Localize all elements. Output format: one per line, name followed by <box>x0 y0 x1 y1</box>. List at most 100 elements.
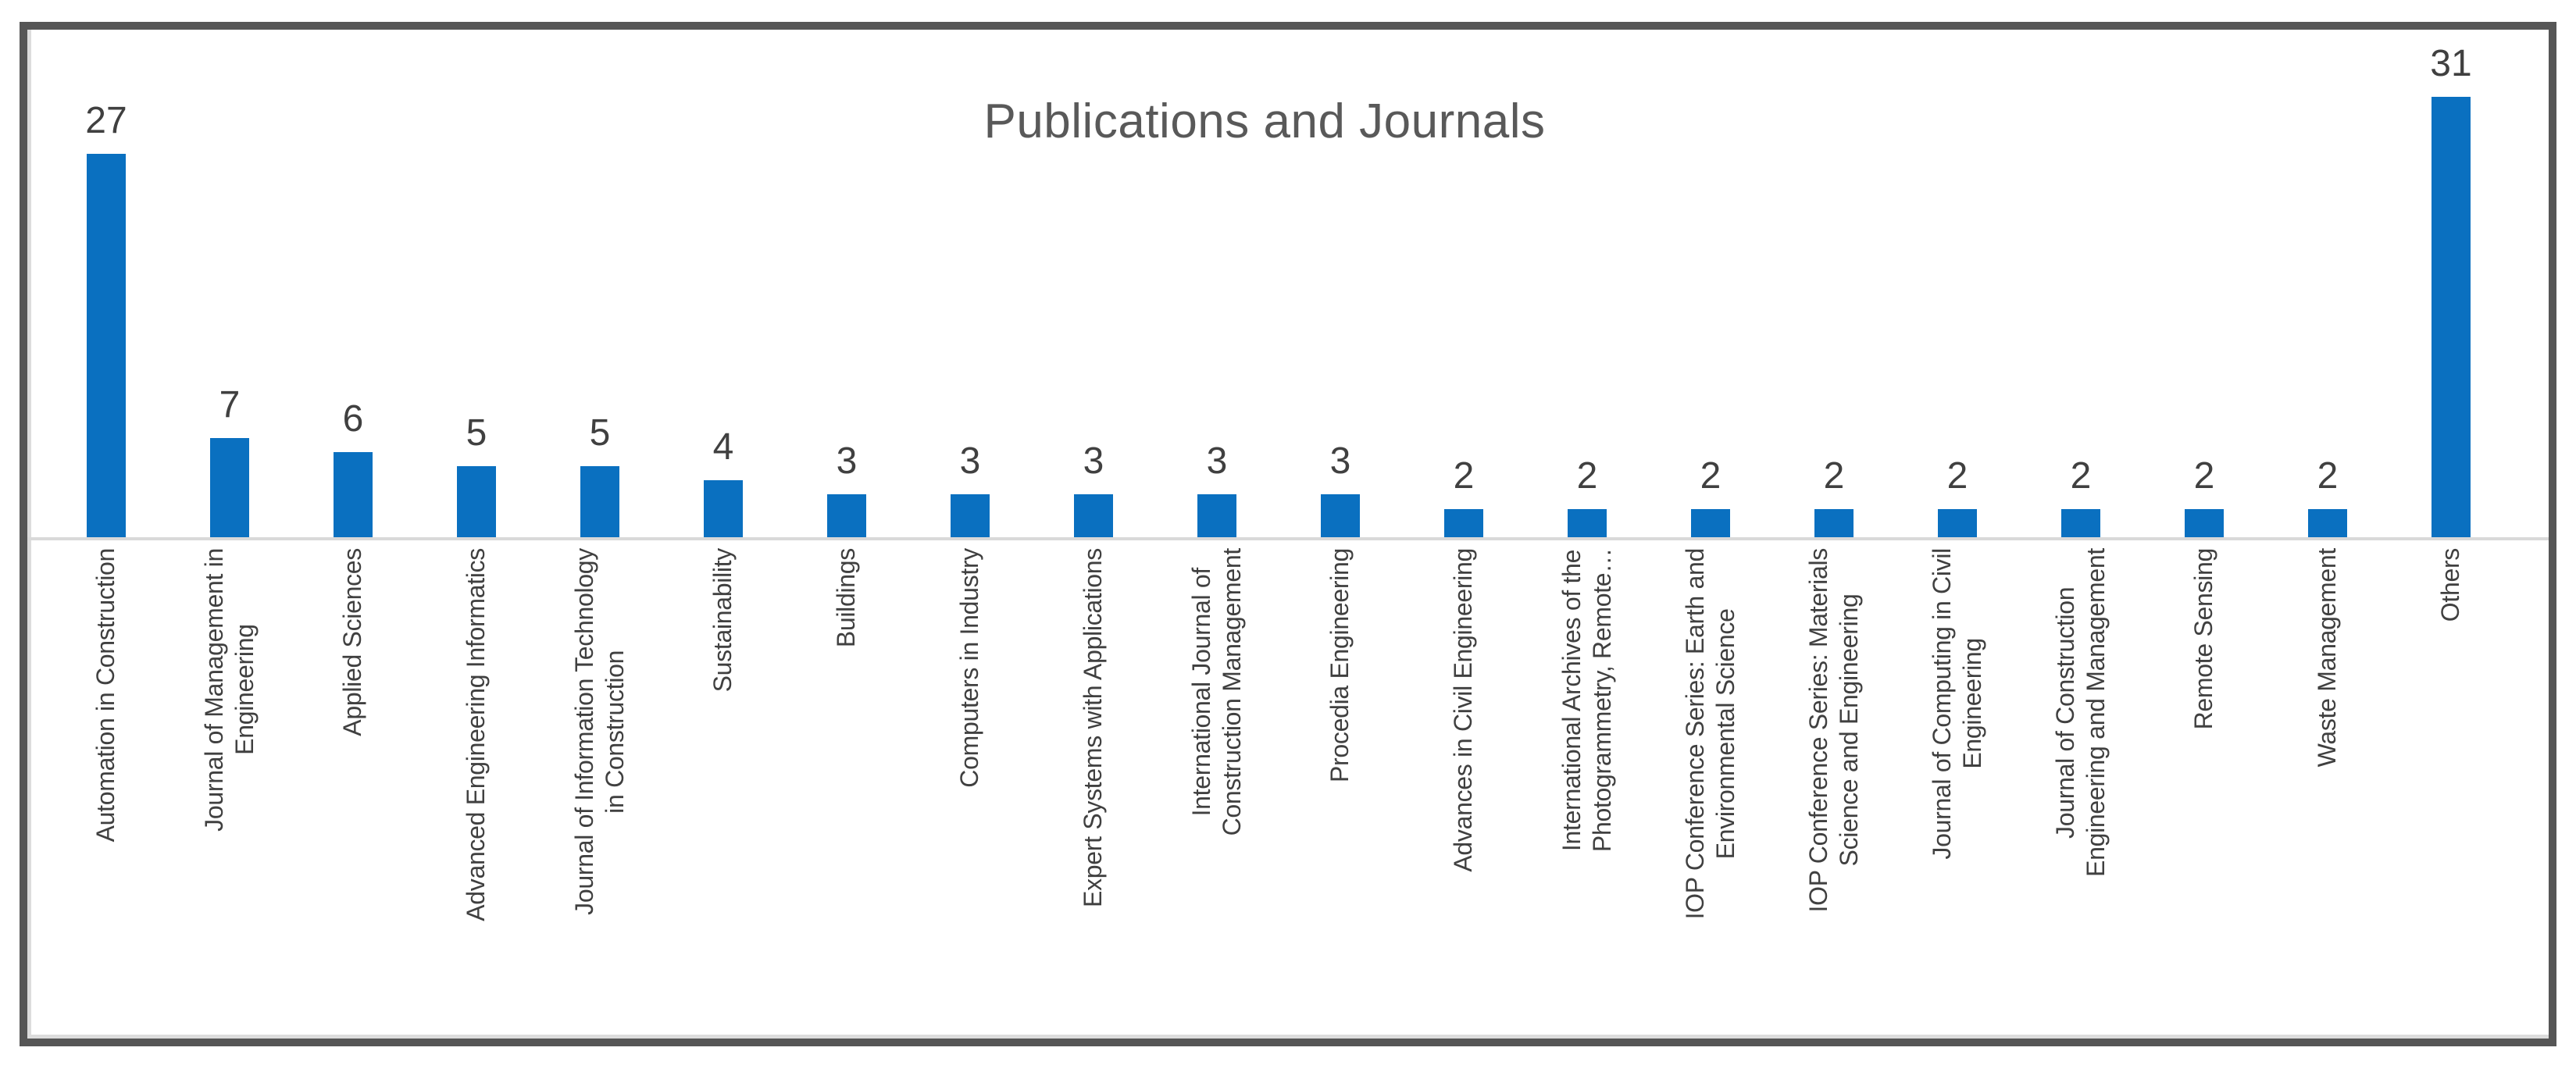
x-axis-labels-row: Automation in Construction Journal of Man… <box>45 548 2513 1036</box>
bar-value-label: 2 <box>2070 455 2092 497</box>
bar-value-label: 5 <box>589 412 611 454</box>
bar-value-label: 31 <box>2430 43 2472 84</box>
x-axis-label-cell: Expert Systems with Applications <box>1032 548 1155 1036</box>
bar-column: 2 <box>2266 30 2389 537</box>
x-axis-label-cell: Journal of Management in Engineering <box>168 548 291 1036</box>
bar <box>951 494 990 537</box>
x-axis-category-label: Journal of Computing in Civil Engineerin… <box>1927 548 1986 860</box>
bar <box>457 466 496 537</box>
bar-value-label: 3 <box>1206 440 1228 482</box>
bar <box>580 466 619 537</box>
bar-column: 3 <box>1279 30 1402 537</box>
x-axis-label-cell: Remote Sensing <box>2143 548 2266 1036</box>
bar <box>87 154 126 537</box>
x-axis-category-label: IOP Conference Series: Materials Science… <box>1804 548 1863 913</box>
bar-value-label: 3 <box>1083 440 1104 482</box>
x-axis-category-label: Journal of Information Technology in Con… <box>569 548 629 915</box>
chart-title: Publications and Journals <box>983 94 1546 148</box>
x-axis-label-cell: Procedia Engineering <box>1279 548 1402 1036</box>
x-axis-category-label: Automation in Construction <box>91 548 120 843</box>
bar-column: 3 <box>908 30 1032 537</box>
bar-column: 3 <box>1155 30 1279 537</box>
bar <box>1321 494 1360 537</box>
x-axis-category-label: Journal of Management in Engineering <box>199 548 259 832</box>
bar <box>1691 509 1730 537</box>
bar-value-label: 3 <box>1329 440 1351 482</box>
x-axis-label-cell: Advances in Civil Engineering <box>1402 548 1525 1036</box>
x-axis-line <box>27 537 2549 540</box>
bar-value-label: 2 <box>1576 455 1598 497</box>
x-axis-label-cell: Applied Sciences <box>291 548 415 1036</box>
bar-value-label: 3 <box>836 440 858 482</box>
x-axis-label-cell: Sustainability <box>662 548 785 1036</box>
x-axis-label-cell: IOP Conference Series: Earth and Environ… <box>1649 548 1772 1036</box>
bar-value-label: 5 <box>466 412 487 454</box>
bar-value-label: 2 <box>1823 455 1845 497</box>
x-axis-category-label: Waste Management <box>2313 548 2342 768</box>
x-axis-category-label: Remote Sensing <box>2189 548 2218 730</box>
x-axis-category-label: Advanced Engineering Informatics <box>462 548 491 921</box>
x-axis-label-cell: Advanced Engineering Informatics <box>415 548 538 1036</box>
x-axis-label-cell: Others <box>2389 548 2513 1036</box>
bar-column: 6 <box>291 30 415 537</box>
x-axis-label-cell: Journal of Construction Engineering and … <box>2019 548 2143 1036</box>
x-axis-category-label: Applied Sciences <box>338 548 367 736</box>
x-axis-category-label: Expert Systems with Applications <box>1079 548 1108 907</box>
bar-column: 7 <box>168 30 291 537</box>
bar-column: 27 <box>45 30 168 537</box>
x-axis-label-cell: Journal of Computing in Civil Engineerin… <box>1896 548 2019 1036</box>
x-axis-label-cell: Automation in Construction <box>45 548 168 1036</box>
bar-column: 4 <box>662 30 785 537</box>
bar-column: 5 <box>538 30 662 537</box>
x-axis-category-label: Advances in Civil Engineering <box>1449 548 1478 872</box>
bar-column: 2 <box>2143 30 2266 537</box>
bar <box>210 438 249 537</box>
bar <box>1568 509 1607 537</box>
bars-row: 27 7 6 5 5 4 3 3 3 3 3 2 2 2 2 2 2 2 2 31 <box>45 30 2513 537</box>
bar-value-label: 2 <box>1700 455 1721 497</box>
x-axis-category-label: International Archives of the Photogramm… <box>1557 548 1616 853</box>
bar-column: 3 <box>1032 30 1155 537</box>
bar-value-label: 2 <box>2317 455 2339 497</box>
plot-area: 27 7 6 5 5 4 3 3 3 3 3 2 2 2 2 2 2 2 2 31 Automation in Con… <box>27 30 2549 1039</box>
x-axis-label-cell: Journal of Information Technology in Con… <box>538 548 662 1036</box>
chart-frame: Publications and Journals 27 7 6 5 5 4 3 3 3 3 3 2 2… <box>20 22 2556 1046</box>
x-axis-category-label: IOP Conference Series: Earth and Environ… <box>1680 548 1739 920</box>
bar <box>827 494 866 537</box>
x-axis-category-label: Buildings <box>832 548 861 648</box>
bar-value-label: 2 <box>1946 455 1968 497</box>
bar <box>1074 494 1113 537</box>
bar <box>2061 509 2100 537</box>
bar-column: 5 <box>415 30 538 537</box>
bar <box>704 480 743 537</box>
bar-column: 3 <box>785 30 908 537</box>
x-axis-label-cell: Buildings <box>785 548 908 1036</box>
bar-column: 31 <box>2389 30 2513 537</box>
bar <box>1197 494 1236 537</box>
x-axis-label-cell: International Archives of the Photogramm… <box>1525 548 1649 1036</box>
bar-value-label: 4 <box>712 426 734 468</box>
bar-value-label: 7 <box>219 384 241 426</box>
bar <box>1938 509 1977 537</box>
x-axis-category-label: Others <box>2436 548 2465 622</box>
bar <box>2432 97 2471 537</box>
x-axis-label-cell: IOP Conference Series: Materials Science… <box>1772 548 1896 1036</box>
bar-value-label: 2 <box>1453 455 1475 497</box>
x-axis-category-label: Computers in Industry <box>955 548 984 788</box>
bar-value-label: 27 <box>85 100 127 141</box>
x-axis-label-cell: Computers in Industry <box>908 548 1032 1036</box>
x-axis-category-label: International Journal of Construction Ma… <box>1186 548 1246 836</box>
bar-value-label: 2 <box>2193 455 2215 497</box>
bar-column: 2 <box>1402 30 1525 537</box>
x-axis-category-label: Sustainability <box>708 548 737 693</box>
x-axis-category-label: Procedia Engineering <box>1325 548 1354 782</box>
bar <box>334 452 373 537</box>
bar-column: 2 <box>1772 30 1896 537</box>
bar-value-label: 3 <box>959 440 981 482</box>
bar <box>1444 509 1483 537</box>
bar-column: 2 <box>1896 30 2019 537</box>
bar <box>2185 509 2224 537</box>
bar-column: 2 <box>1649 30 1772 537</box>
bar <box>2308 509 2347 537</box>
